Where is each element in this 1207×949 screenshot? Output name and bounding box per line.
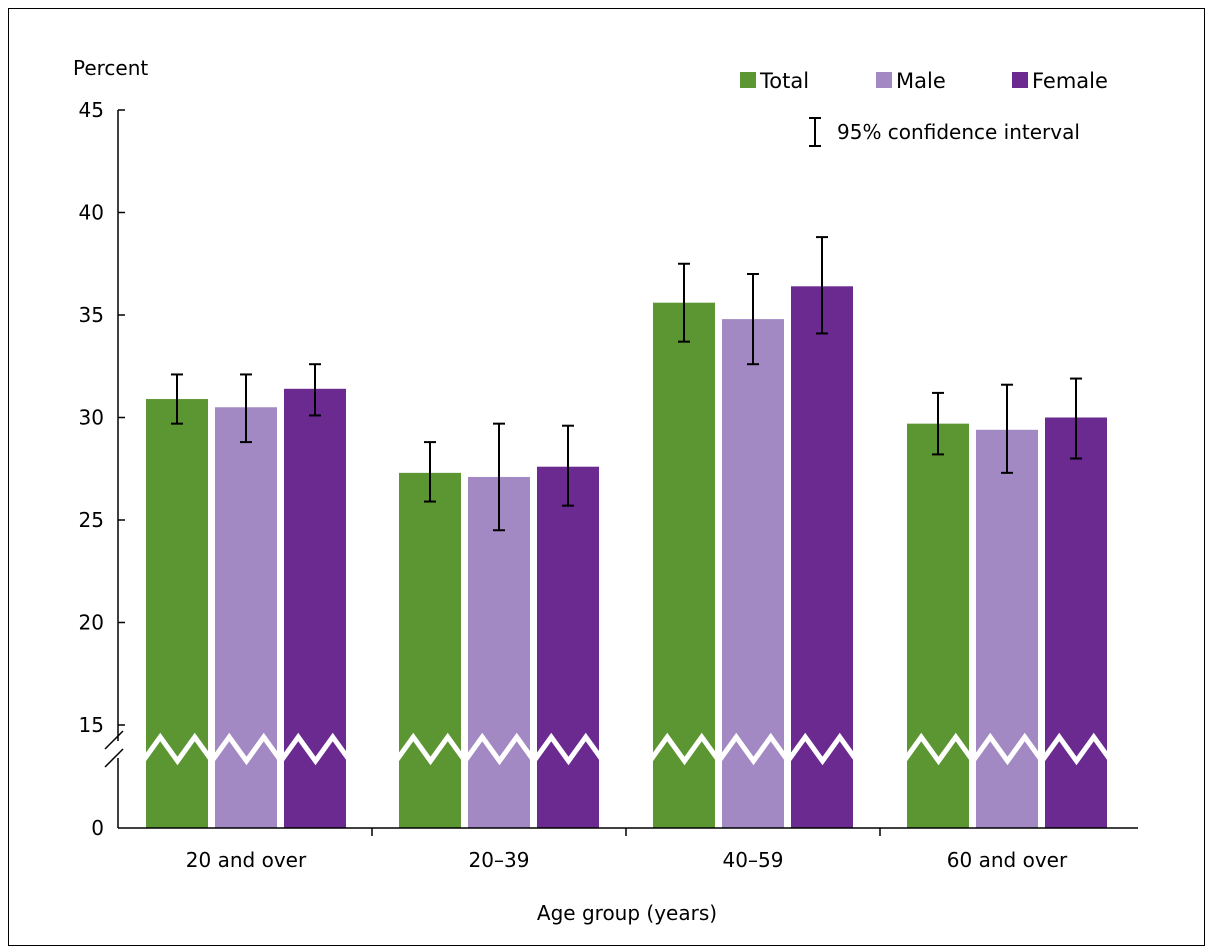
y-tick-label-40: 40 bbox=[79, 201, 104, 225]
axis-break-wave-1 bbox=[393, 732, 606, 766]
bar-male-1 bbox=[468, 476, 530, 828]
y-tick-label-30: 30 bbox=[79, 406, 104, 430]
axis-break-wave-0 bbox=[140, 732, 353, 766]
y-axis-break-mark-1 bbox=[104, 730, 124, 750]
bar-male-3 bbox=[976, 429, 1038, 828]
chart-frame: 45 40 35 30 25 20 15 0 20 and over 20–39 40–59 60 a… bbox=[8, 8, 1205, 946]
x-axis-title: Age group (years) bbox=[537, 901, 717, 925]
legend-label-total: Total bbox=[759, 69, 809, 93]
bar-female-0 bbox=[284, 388, 346, 828]
bar-chart: 45 40 35 30 25 20 15 0 20 and over 20–39 40–59 60 a… bbox=[73, 56, 1138, 925]
bar-total-3 bbox=[907, 423, 969, 828]
axis-break-wave-3 bbox=[901, 732, 1114, 766]
x-tick-label-1: 20–39 bbox=[469, 848, 530, 872]
legend-label-female: Female bbox=[1032, 69, 1108, 93]
y-tick-label-0: 0 bbox=[91, 816, 104, 840]
legend-swatch-male bbox=[876, 72, 892, 88]
y-tick-label-45: 45 bbox=[79, 98, 104, 122]
x-tick-label-2: 40–59 bbox=[723, 848, 784, 872]
x-tick-label-0: 20 and over bbox=[186, 848, 307, 872]
legend-label-male: Male bbox=[896, 69, 946, 93]
y-axis-title: Percent bbox=[73, 56, 148, 80]
bar-female-1 bbox=[537, 466, 599, 828]
y-tick-label-25: 25 bbox=[79, 508, 104, 532]
bar-female-3 bbox=[1045, 417, 1107, 828]
bar-total-1 bbox=[399, 472, 461, 828]
y-tick-label-15: 15 bbox=[79, 713, 104, 737]
bar-total-2 bbox=[653, 302, 715, 828]
legend-ci-label: 95% confidence interval bbox=[837, 120, 1080, 144]
y-tick-label-35: 35 bbox=[79, 303, 104, 327]
axis-break-wave-2 bbox=[647, 732, 860, 766]
bar-male-2 bbox=[722, 319, 784, 828]
legend-swatch-female bbox=[1012, 72, 1028, 88]
y-axis-break-mark-2 bbox=[104, 748, 124, 768]
y-tick-label-20: 20 bbox=[79, 611, 104, 635]
x-tick-label-3: 60 and over bbox=[947, 848, 1068, 872]
legend-swatch-total bbox=[740, 72, 756, 88]
bar-male-0 bbox=[215, 407, 277, 828]
